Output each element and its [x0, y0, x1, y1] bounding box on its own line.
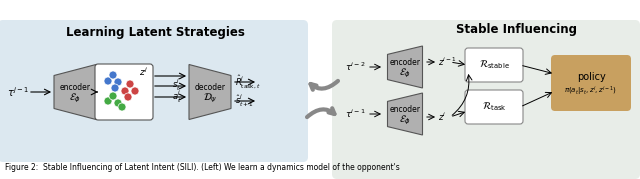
Text: $\mathcal{D}_\psi$: $\mathcal{D}_\psi$: [203, 91, 217, 105]
Text: $\tau^{j-1}$: $\tau^{j-1}$: [7, 85, 29, 99]
Text: $a_t^j$: $a_t^j$: [172, 89, 182, 105]
FancyBboxPatch shape: [332, 20, 640, 179]
Circle shape: [109, 71, 117, 79]
Polygon shape: [189, 64, 231, 120]
Text: decoder: decoder: [195, 83, 225, 91]
Circle shape: [114, 99, 122, 107]
Circle shape: [121, 87, 129, 95]
Circle shape: [111, 84, 119, 92]
FancyBboxPatch shape: [551, 55, 631, 111]
Circle shape: [124, 93, 132, 101]
Text: $\mathcal{E}_\phi$: $\mathcal{E}_\phi$: [69, 91, 81, 105]
Text: encoder: encoder: [390, 57, 420, 67]
Text: $\hat{s}^j_{t+1}$: $\hat{s}^j_{t+1}$: [235, 93, 254, 109]
Text: encoder: encoder: [390, 105, 420, 113]
Text: encoder: encoder: [60, 83, 90, 91]
Text: $\mathcal{E}_\phi$: $\mathcal{E}_\phi$: [399, 113, 411, 127]
Text: Figure 2:  Stable Influencing of Latent Intent (SILI). (Left) We learn a dynamic: Figure 2: Stable Influencing of Latent I…: [5, 163, 400, 171]
Text: $z^{i-1}$: $z^{i-1}$: [438, 56, 457, 68]
Circle shape: [131, 87, 139, 95]
Text: $\pi(a_t|s_t, z^i, z^{i-1})$: $\pi(a_t|s_t, z^i, z^{i-1})$: [564, 84, 618, 98]
Text: policy: policy: [577, 72, 605, 82]
Text: $s_t^j$: $s_t^j$: [172, 77, 181, 93]
Polygon shape: [387, 93, 422, 135]
Text: $\hat{R}^j_{\mathrm{task},t}$: $\hat{R}^j_{\mathrm{task},t}$: [235, 74, 260, 90]
FancyBboxPatch shape: [465, 90, 523, 124]
Text: Stable Influencing: Stable Influencing: [456, 23, 577, 35]
Text: $\mathcal{R}_{\mathrm{stable}}$: $\mathcal{R}_{\mathrm{stable}}$: [479, 59, 509, 71]
Circle shape: [104, 77, 112, 85]
Circle shape: [109, 92, 117, 100]
Circle shape: [114, 78, 122, 86]
Circle shape: [118, 103, 126, 111]
Polygon shape: [387, 46, 422, 88]
Text: $\tau^{i-1}$: $\tau^{i-1}$: [344, 108, 365, 120]
Text: $\mathcal{E}_\phi$: $\mathcal{E}_\phi$: [399, 66, 411, 80]
Text: $z^j$: $z^j$: [138, 66, 147, 78]
Text: $\mathcal{R}_{\mathrm{task}}$: $\mathcal{R}_{\mathrm{task}}$: [482, 101, 506, 113]
Circle shape: [104, 97, 112, 105]
Circle shape: [126, 80, 134, 88]
FancyBboxPatch shape: [465, 48, 523, 82]
Text: $z^i$: $z^i$: [438, 111, 447, 123]
FancyBboxPatch shape: [95, 64, 153, 120]
Polygon shape: [54, 64, 96, 120]
FancyBboxPatch shape: [0, 20, 308, 162]
Text: $\tau^{i-2}$: $\tau^{i-2}$: [345, 61, 365, 73]
Text: Learning Latent Strategies: Learning Latent Strategies: [65, 25, 244, 38]
